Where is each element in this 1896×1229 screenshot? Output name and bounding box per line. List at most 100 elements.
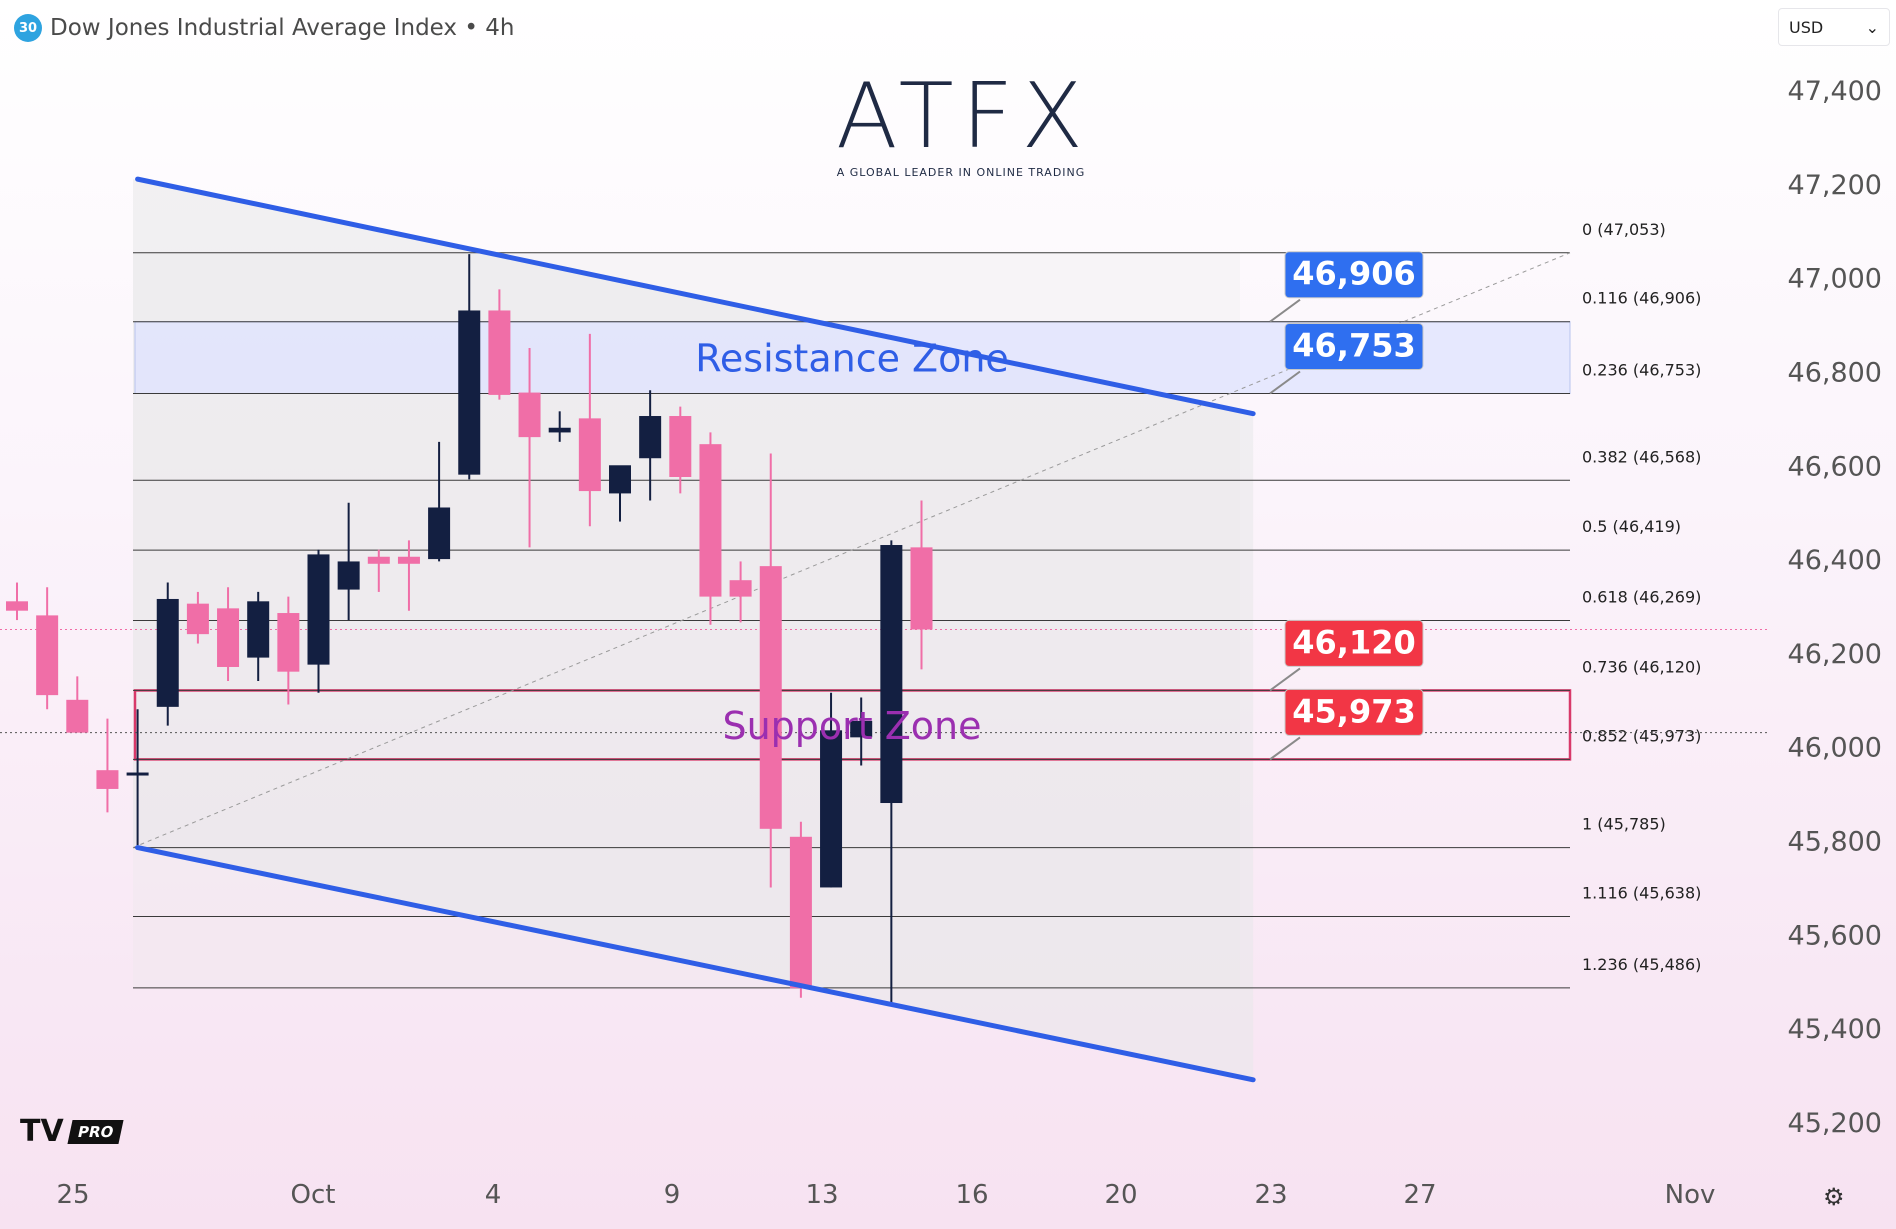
candle-body <box>729 580 752 597</box>
candle-body <box>699 444 722 597</box>
candle[interactable] <box>337 502 360 621</box>
candle-body <box>397 556 420 564</box>
candle[interactable] <box>217 587 240 682</box>
atfx-logo: ATFX A GLOBAL LEADER IN ONLINE TRADING <box>836 72 1086 180</box>
fib-level-label: 0.736 (46,120) <box>1582 657 1701 676</box>
candle[interactable] <box>699 432 722 625</box>
candle-body <box>186 603 209 635</box>
candle[interactable] <box>186 591 209 644</box>
candle[interactable] <box>277 596 300 705</box>
candle[interactable] <box>156 582 179 726</box>
fib-level-label: 0 (47,053) <box>1582 220 1666 239</box>
candle[interactable] <box>247 591 270 682</box>
price-callout[interactable]: 46,906 <box>1269 251 1424 323</box>
candle-body <box>277 613 300 672</box>
currency-selector[interactable]: USD ⌄ <box>1778 8 1890 46</box>
support-zone-label: Support Zone <box>722 704 981 748</box>
candle-body <box>488 310 511 395</box>
candle[interactable] <box>397 540 420 611</box>
y-axis-tick-label: 46,200 <box>1788 639 1882 670</box>
fib-level-label: 0.382 (46,568) <box>1582 447 1701 466</box>
candle[interactable] <box>548 411 571 442</box>
chart-header: 30 Dow Jones Industrial Average Index • … <box>14 12 514 44</box>
candle-body <box>578 418 601 492</box>
fib-level-label: 1.236 (45,486) <box>1582 955 1701 974</box>
candle[interactable] <box>789 821 812 998</box>
y-axis-tick-label: 46,800 <box>1788 357 1882 388</box>
candle[interactable] <box>126 709 149 846</box>
currency-label: USD <box>1789 17 1824 37</box>
fib-level-label: 1 (45,785) <box>1582 815 1666 834</box>
candle[interactable] <box>66 676 89 733</box>
price-callout-value: 46,753 <box>1292 327 1415 365</box>
candle[interactable] <box>96 718 119 813</box>
candle[interactable] <box>910 500 933 670</box>
x-axis-tick-label: 25 <box>56 1180 89 1210</box>
candle[interactable] <box>729 561 752 623</box>
candle[interactable] <box>428 441 451 562</box>
price-callout[interactable]: 46,753 <box>1269 323 1424 395</box>
y-axis-tick-label: 46,600 <box>1788 451 1882 482</box>
candle[interactable] <box>880 540 903 1005</box>
price-callout-pointer <box>1269 370 1301 395</box>
price-callout[interactable]: 46,120 <box>1269 619 1424 692</box>
candle-body <box>880 545 903 804</box>
candle-body <box>518 392 541 438</box>
candle-body <box>759 566 782 829</box>
y-axis-tick-label: 47,400 <box>1788 76 1882 107</box>
price-callout[interactable]: 45,973 <box>1269 688 1424 761</box>
candle-body <box>639 416 662 459</box>
x-axis-tick-label: 23 <box>1254 1180 1287 1210</box>
x-axis-tick-label: 13 <box>805 1180 838 1210</box>
candle-body <box>789 836 812 989</box>
channel-upper-line[interactable] <box>135 176 1256 417</box>
y-axis-tick-label: 45,600 <box>1788 920 1882 951</box>
fib-level-label: 0.618 (46,269) <box>1582 588 1701 607</box>
price-callout-box <box>1284 688 1424 736</box>
candle-body <box>850 720 873 738</box>
price-callout-value: 46,120 <box>1292 623 1415 661</box>
candle[interactable] <box>36 587 59 710</box>
tradingview-mark: TV <box>20 1114 64 1149</box>
candle[interactable] <box>759 453 782 888</box>
candle-body <box>66 699 89 733</box>
candle[interactable] <box>639 390 662 501</box>
x-axis-tick-label: Oct <box>291 1180 336 1210</box>
x-axis-tick-label: 9 <box>664 1180 681 1210</box>
channel-lower-line[interactable] <box>135 845 1256 1083</box>
x-axis-tick-label: 4 <box>485 1180 502 1210</box>
x-axis-tick-label: 20 <box>1104 1180 1137 1210</box>
settings-gear-icon[interactable]: ⚙ <box>1823 1183 1845 1211</box>
fib-level-label: 0.116 (46,906) <box>1582 289 1701 308</box>
candle-body <box>367 556 390 564</box>
candle[interactable] <box>367 549 390 592</box>
candle-body <box>910 547 933 630</box>
candle-body <box>126 772 149 776</box>
x-axis-tick-label: 16 <box>955 1180 988 1210</box>
fib-level-label: 0.852 (45,973) <box>1582 726 1701 745</box>
chart-title[interactable]: Dow Jones Industrial Average Index • 4h <box>50 15 515 41</box>
tradingview-logo[interactable]: TV PRO <box>20 1114 124 1149</box>
candle[interactable] <box>488 289 511 400</box>
candle-body <box>217 608 240 667</box>
price-callout-value: 45,973 <box>1292 692 1415 730</box>
candle[interactable] <box>609 465 631 522</box>
fib-level-label: 0.236 (46,753) <box>1582 361 1701 380</box>
candle[interactable] <box>850 697 873 766</box>
candle[interactable] <box>307 549 330 693</box>
x-axis-tick-label: 27 <box>1403 1180 1436 1210</box>
fib-level-label: 1.116 (45,638) <box>1582 884 1701 903</box>
candle[interactable] <box>669 406 692 494</box>
price-callout-box <box>1284 323 1424 371</box>
price-callout-pointer <box>1269 298 1301 323</box>
price-callout-pointer <box>1269 667 1301 692</box>
y-axis-tick-label: 45,800 <box>1788 827 1882 858</box>
candle[interactable] <box>518 348 541 548</box>
candle-body <box>6 601 28 611</box>
candle[interactable] <box>820 692 843 888</box>
candle[interactable] <box>458 254 481 480</box>
candle[interactable] <box>578 333 601 527</box>
price-callout-box <box>1284 619 1424 667</box>
candle[interactable] <box>6 582 28 621</box>
